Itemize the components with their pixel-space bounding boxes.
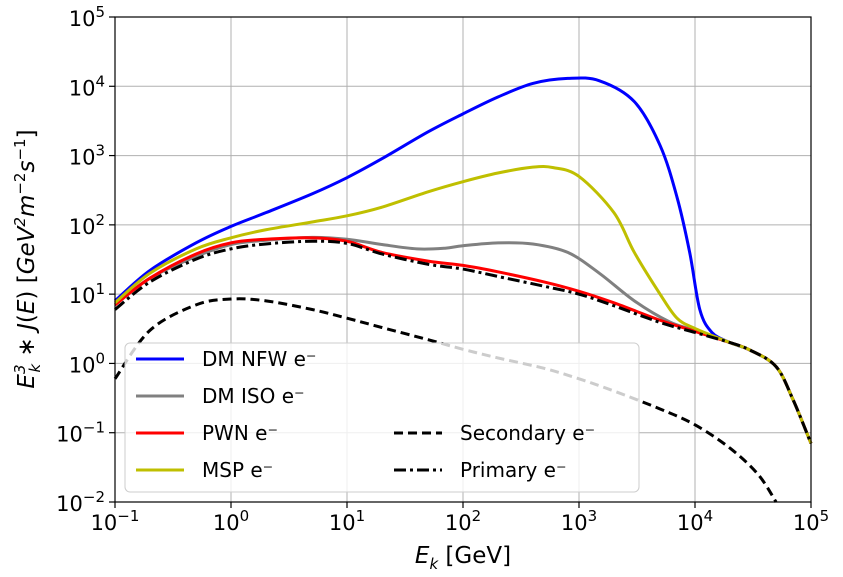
legend-label-3: MSP e⁻ — [202, 458, 273, 482]
legend-label-0: DM NFW e⁻ — [202, 347, 316, 371]
series-line-5 — [114, 239, 813, 445]
y-axis-label: E3k ∗ J(E) [GeV2m−2s−1] — [11, 129, 44, 388]
legend: DM NFW e⁻ DM ISO e⁻ PWN e⁻ MSP e⁻ Secondary … — [124, 342, 640, 493]
legend-label-5: Primary e⁻ — [460, 458, 567, 482]
y-tick-label: 100 — [69, 349, 105, 377]
y-tick-label: 104 — [69, 72, 105, 100]
series-lines — [113, 76, 813, 503]
x-tick-label: 104 — [677, 507, 713, 535]
y-tick-label: 103 — [69, 142, 105, 170]
legend-label-1: DM ISO e⁻ — [202, 384, 305, 408]
legend-label-2: PWN e⁻ — [202, 421, 278, 445]
legend-box — [124, 342, 640, 493]
x-tick-label: 100 — [213, 507, 249, 535]
x-tick-label: 10−1 — [91, 507, 140, 535]
y-tick-label: 10−2 — [56, 488, 105, 516]
x-tick-label: 101 — [329, 507, 365, 535]
x-tick-label: 102 — [445, 507, 481, 535]
axis-ticks: 10−1 100 101 102 103 104 10510−210−11001011021… — [56, 3, 829, 535]
x-axis-label: Ek [GeV] — [415, 543, 511, 573]
y-tick-label: 102 — [69, 211, 105, 239]
legend-label-4: Secondary e⁻ — [460, 421, 595, 445]
x-tick-label: 105 — [793, 507, 829, 535]
y-tick-label: 10−1 — [56, 419, 105, 447]
y-tick-label: 105 — [69, 3, 105, 31]
x-tick-label: 103 — [561, 507, 597, 535]
y-tick-label: 101 — [69, 280, 105, 308]
